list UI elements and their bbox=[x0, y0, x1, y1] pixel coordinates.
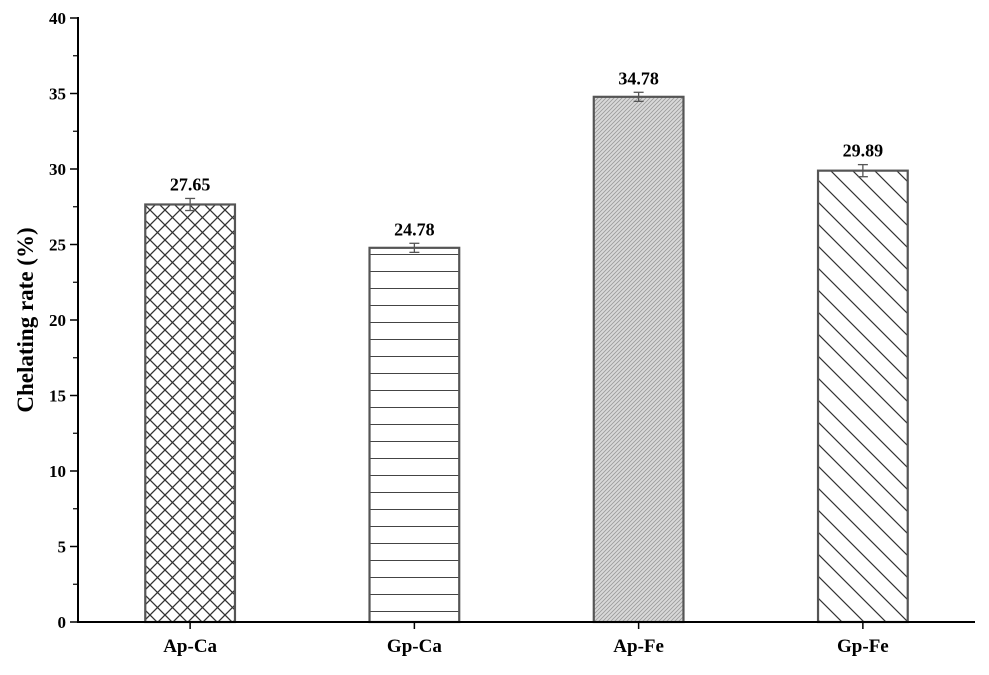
bars: 27.65 Ap-Ca 24.78 Gp-Ca 34.78 Ap-Fe 29.89 Gp-Fe bbox=[144, 68, 909, 657]
y-axis-title-group: Chelating rate (%) bbox=[13, 227, 38, 412]
error-bar bbox=[409, 242, 420, 254]
y-tick-label: 35 bbox=[49, 85, 66, 104]
bar-group: 24.78 Gp-Ca bbox=[368, 219, 461, 657]
value-label: 24.78 bbox=[394, 219, 435, 239]
y-tick-label: 20 bbox=[49, 311, 66, 330]
y-tick-label: 5 bbox=[58, 538, 67, 557]
y-tick-label: 10 bbox=[49, 462, 66, 481]
bar-group: 34.78 Ap-Fe bbox=[592, 68, 685, 657]
bar-gp-ca bbox=[368, 246, 461, 624]
y-tick-label: 15 bbox=[49, 387, 66, 406]
bar-ap-ca bbox=[144, 203, 237, 624]
y-tick-label: 30 bbox=[49, 160, 66, 179]
y-axis-title: Chelating rate (%) bbox=[13, 227, 38, 412]
x-tick-label: Ap-Fe bbox=[613, 636, 664, 657]
error-bar bbox=[633, 91, 644, 103]
value-label: 29.89 bbox=[843, 141, 884, 161]
x-tick-label: Gp-Ca bbox=[387, 636, 442, 657]
bar-ap-fe bbox=[592, 95, 685, 624]
y-tick-label: 40 bbox=[49, 9, 66, 28]
y-tick-label: 0 bbox=[58, 613, 67, 632]
bar-group: 29.89 Gp-Fe bbox=[816, 141, 909, 657]
error-bar bbox=[857, 163, 868, 178]
x-tick-label: Gp-Fe bbox=[837, 636, 889, 657]
y-tick-label: 25 bbox=[49, 236, 66, 255]
bar-gp-fe bbox=[816, 169, 909, 624]
bar-group: 27.65 Ap-Ca bbox=[144, 174, 237, 657]
value-label: 27.65 bbox=[170, 174, 211, 194]
error-bar bbox=[185, 197, 196, 212]
axes bbox=[77, 17, 975, 623]
value-label: 34.78 bbox=[618, 68, 659, 88]
y-axis-ticks: 0 5 10 15 20 25 30 35 40 bbox=[49, 9, 78, 632]
x-tick-label: Ap-Ca bbox=[163, 636, 217, 657]
